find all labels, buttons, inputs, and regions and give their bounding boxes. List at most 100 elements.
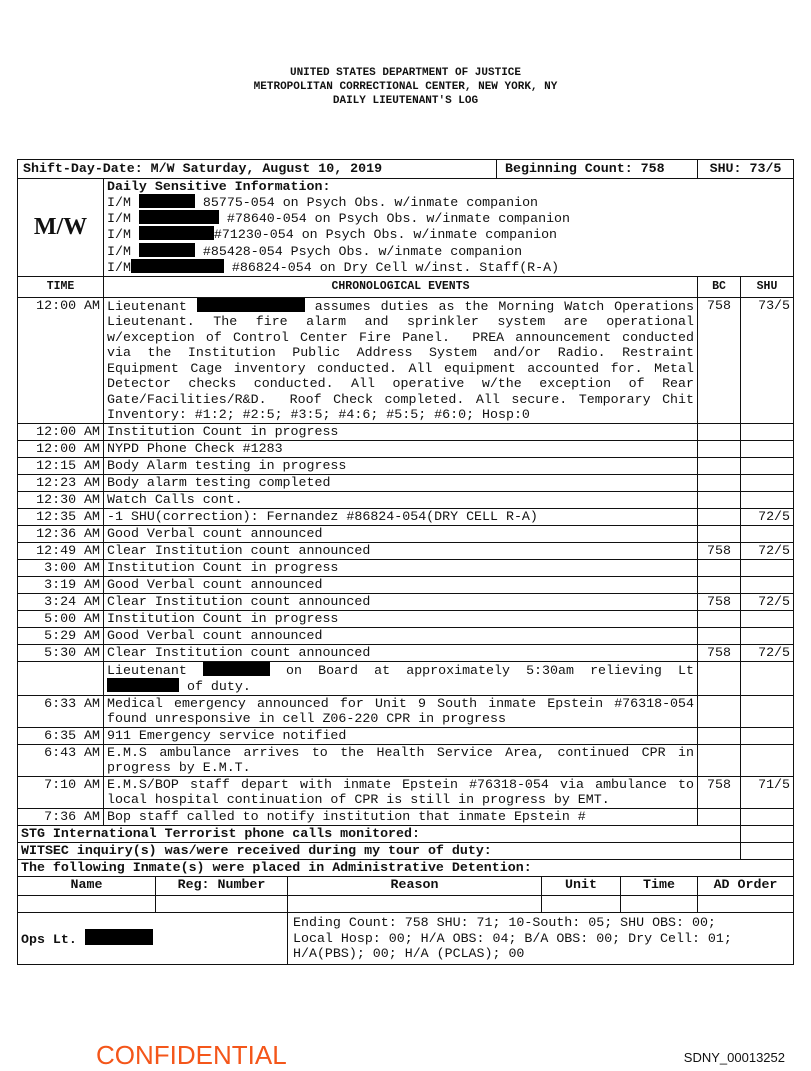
- event-bc: [697, 473, 741, 492]
- event-row: 6:35 AM 911 Emergency service notified: [17, 726, 795, 745]
- event-description: 911 Emergency service notified: [103, 726, 698, 745]
- event-shu: [739, 694, 795, 728]
- beginning-count: Beginning Count: 758: [505, 161, 665, 176]
- event-bc: [697, 524, 741, 543]
- event-row: 12:00 AM NYPD Phone Check #1283: [17, 439, 795, 458]
- event-text: Bop staff called to notify institution t…: [107, 808, 586, 824]
- shu-count: SHU: 73/5: [696, 159, 795, 179]
- event-description: Institution Count in progress: [103, 609, 698, 628]
- event-text: I/M: [107, 259, 131, 275]
- event-shu: 72/5: [739, 507, 795, 526]
- event-time: 5:00 AM: [17, 609, 104, 628]
- event-bc: 758: [697, 541, 741, 560]
- sensitive-info-line: I/M #78640-054 on Psych Obs. w/inmate co…: [107, 210, 790, 226]
- sensitive-info-line: I/M 85775-054 on Psych Obs. w/inmate com…: [107, 193, 790, 210]
- event-row: 12:36 AM Good Verbal count announced: [17, 524, 795, 543]
- event-time: 6:43 AM: [17, 743, 104, 777]
- col-shu: SHU: [739, 276, 795, 298]
- ops-lt-label: Ops Lt.: [21, 932, 77, 947]
- ops-lt: Ops Lt.: [17, 912, 288, 965]
- event-text: E.M.S ambulance arrives to the Health Se…: [107, 744, 702, 776]
- stg-row-value: [739, 824, 795, 843]
- ad-col-header: Time: [620, 876, 698, 896]
- ad-cell: [155, 895, 288, 913]
- shift-day-date: Shift-Day-Date: M/W Saturday, August 10,…: [18, 160, 497, 178]
- redaction-box: [138, 210, 219, 225]
- event-shu: 72/5: [739, 643, 795, 662]
- event-shu: [739, 558, 795, 577]
- event-time: 12:00 AM: [17, 439, 104, 458]
- event-time: 3:24 AM: [17, 592, 104, 611]
- event-text: Medical emergency announced for Unit 9 S…: [107, 695, 702, 727]
- event-time: [17, 660, 104, 696]
- event-row: 12:23 AM Body alarm testing completed: [17, 473, 795, 492]
- event-text: of duty.: [179, 679, 251, 695]
- redaction-box: [202, 661, 270, 676]
- document-header: UNITED STATES DEPARTMENT OF JUSTICE METR…: [0, 66, 811, 108]
- shift-row: Shift-Day-Date: M/W Saturday, August 10,…: [17, 159, 795, 179]
- event-description: Body alarm testing completed: [103, 473, 698, 492]
- event-description: Watch Calls cont.: [103, 490, 698, 509]
- event-time: 5:30 AM: [17, 643, 104, 662]
- event-row: 3:19 AM Good Verbal count announced: [17, 575, 795, 594]
- header-log-title: DAILY LIEUTENANT'S LOG: [332, 95, 479, 107]
- ad-header-row: Name Reg: Number Reason Unit Time AD Order: [17, 876, 794, 896]
- event-text: I/M: [107, 211, 139, 227]
- sensitive-info-title: Daily Sensitive Information:: [107, 178, 331, 194]
- ending-count: Ending Count: 758 SHU: 71; 10-South: 05;…: [287, 912, 794, 965]
- event-text: #86824-054 on Dry Cell w/inst. Staff(R-A…: [223, 259, 560, 275]
- redaction-box: [138, 226, 214, 241]
- event-time: 12:36 AM: [17, 524, 104, 543]
- header-agency: UNITED STATES DEPARTMENT OF JUSTICE: [289, 67, 522, 79]
- event-time: 7:36 AM: [17, 807, 104, 826]
- ad-intro-row: The following Inmate(s) were placed in A…: [16, 858, 795, 877]
- ending-count-line: H/A(PBS); 00; H/A (PCLAS); 00: [293, 946, 525, 961]
- event-time: 7:10 AM: [17, 775, 104, 809]
- event-description: E.M.S/BOP staff depart with inmate Epste…: [103, 775, 698, 809]
- log-table: Shift-Day-Date: M/W Saturday, August 10,…: [16, 159, 795, 877]
- col-events: CHRONOLOGICAL EVENTS: [103, 276, 698, 298]
- event-text: Lieutenant: [107, 298, 197, 314]
- event-description: Medical emergency announced for Unit 9 S…: [103, 694, 698, 728]
- event-description: Lieutenant assumes duties as the Morning…: [103, 296, 698, 424]
- event-bc: [697, 456, 741, 475]
- event-text: I/M: [107, 227, 139, 243]
- redaction-box: [84, 929, 153, 945]
- event-row: 5:30 AM Clear Institution count announced…: [17, 643, 795, 662]
- event-description: Clear Institution count announced: [103, 643, 698, 662]
- event-bc: [697, 558, 741, 577]
- ad-cell: [541, 895, 621, 913]
- event-shu: [739, 660, 795, 696]
- event-time: 12:23 AM: [17, 473, 104, 492]
- event-text: #78640-054 on Psych Obs. w/inmate compan…: [218, 211, 571, 227]
- event-description: Institution Count in progress: [103, 422, 698, 441]
- witsec-row-label: WITSEC inquiry(s) was/were received duri…: [17, 841, 741, 860]
- event-time: 12:30 AM: [17, 490, 104, 509]
- event-text: on Board at approximately 5:30am relievi…: [269, 662, 702, 678]
- confidential-stamp: CONFIDENTIAL: [96, 1040, 287, 1070]
- redaction-box: [138, 193, 195, 208]
- closing-row: Ops Lt. Ending Count: 758 SHU: 71; 10-So…: [17, 912, 794, 965]
- redaction-box: [138, 242, 195, 257]
- event-time: 6:33 AM: [17, 694, 104, 728]
- event-row: 12:15 AM Body Alarm testing in progress: [17, 456, 795, 475]
- ad-cell: [697, 895, 794, 913]
- event-bc: [697, 694, 741, 728]
- event-time: 5:29 AM: [17, 626, 104, 645]
- event-bc: [697, 422, 741, 441]
- sensitive-info-row: M/W Daily Sensitive Information: I/M 857…: [17, 177, 795, 278]
- witsec-row-value: [739, 841, 795, 860]
- sensitive-info-line: I/M #86824-054 on Dry Cell w/inst. Staff…: [107, 258, 790, 275]
- event-text: I/M: [107, 243, 139, 259]
- event-time: 3:00 AM: [17, 558, 104, 577]
- event-bc: [697, 660, 741, 696]
- event-time: 12:00 AM: [17, 422, 104, 441]
- shift-label: M/W: [17, 177, 104, 278]
- event-bc: [697, 439, 741, 458]
- event-time: 12:00 AM: [17, 296, 104, 424]
- event-shu: [739, 473, 795, 492]
- event-row: 5:00 AM Institution Count in progress: [17, 609, 795, 628]
- event-bc: [697, 507, 741, 526]
- event-row: 6:43 AM E.M.S ambulance arrives to the He…: [17, 743, 795, 777]
- event-row: 7:36 AM Bop staff called to notify instit…: [17, 807, 795, 826]
